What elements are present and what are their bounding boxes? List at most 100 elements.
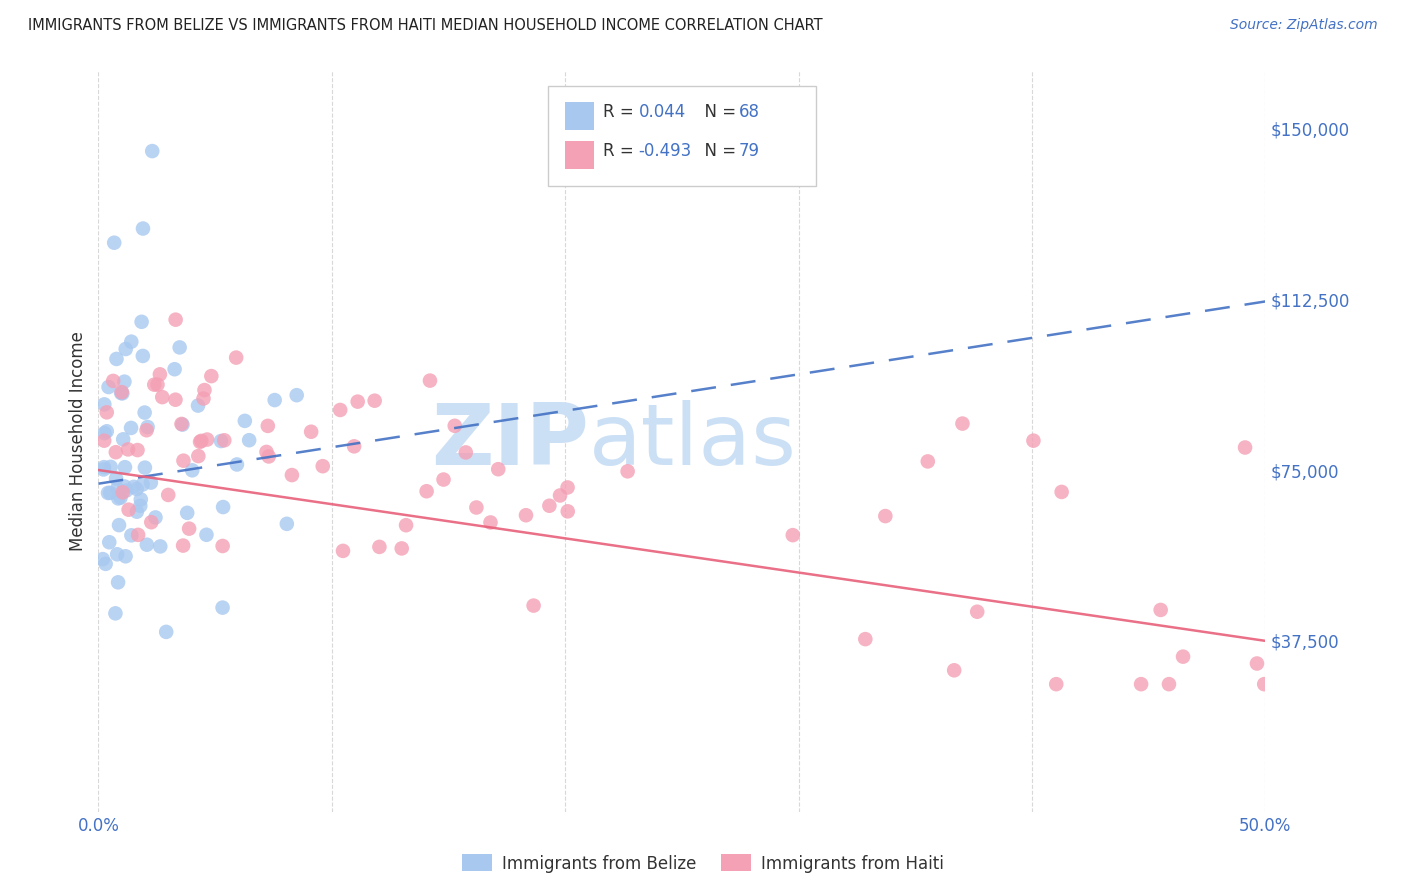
FancyBboxPatch shape [565,102,595,130]
Point [875,509,897,524]
Point [1171,649,1194,664]
Point [1150,603,1173,617]
Point [285,388,308,402]
Point [523,599,546,613]
Point [149,368,172,382]
Point [125,505,148,519]
Point [454,445,477,459]
Point [120,421,142,435]
Point [170,417,193,431]
Point [432,473,454,487]
Point [122,480,145,494]
Point [209,434,232,448]
Point [346,394,368,409]
Point [93,426,115,441]
Point [98,486,121,500]
Point [98,535,121,549]
Point [443,418,465,433]
Point [263,393,285,408]
Point [479,516,502,530]
Point [91,552,114,566]
Point [104,607,127,621]
Point [132,349,155,363]
Point [187,449,209,463]
Point [105,547,128,561]
Point [557,480,579,494]
Point [212,500,235,514]
Point [96,425,118,439]
Point [112,479,135,493]
Point [395,518,418,533]
Point [103,235,125,250]
Point [181,463,204,477]
Text: atlas: atlas [589,400,797,483]
Point [257,450,280,464]
Point [214,434,236,448]
Point [1050,484,1073,499]
Point [179,522,201,536]
FancyBboxPatch shape [548,87,815,186]
Point [966,605,988,619]
Text: IMMIGRANTS FROM BELIZE VS IMMIGRANTS FROM HAITI MEDIAN HOUSEHOLD INCOME CORRELAT: IMMIGRANTS FROM BELIZE VS IMMIGRANTS FRO… [28,18,823,33]
Point [256,418,278,433]
Point [548,488,571,502]
Point [112,375,135,389]
Point [538,499,561,513]
Legend: Immigrants from Belize, Immigrants from Haiti: Immigrants from Belize, Immigrants from … [456,847,950,880]
Point [127,528,149,542]
Point [233,414,256,428]
Point [141,144,163,158]
Point [132,221,155,235]
Point [112,433,135,447]
Point [131,315,153,329]
Text: 79: 79 [740,143,761,161]
Point [515,508,537,523]
Point [332,544,354,558]
Point [329,403,352,417]
Point [172,453,194,467]
Point [187,399,209,413]
Point [115,483,138,498]
Point [155,624,177,639]
Point [120,528,142,542]
Point [129,492,152,507]
Point [1130,677,1153,691]
Text: -0.493: -0.493 [638,143,692,161]
Point [114,460,136,475]
Text: N =: N = [693,143,741,161]
Text: R =: R = [603,103,638,121]
Point [256,445,278,459]
Point [415,484,437,499]
Point [616,464,638,478]
Point [110,386,132,401]
Point [782,528,804,542]
Point [136,420,159,434]
Point [943,663,966,677]
Point [211,600,233,615]
Point [135,538,157,552]
Point [557,504,579,518]
Point [1045,677,1067,691]
Point [193,392,215,406]
Point [105,351,128,366]
Point [135,423,157,437]
Point [853,632,876,646]
Point [96,405,118,419]
Point [127,443,149,458]
Text: Source: ZipAtlas.com: Source: ZipAtlas.com [1230,18,1378,32]
Point [139,475,162,490]
Point [94,557,117,571]
Point [111,386,134,401]
Point [117,442,139,457]
Point [107,491,129,506]
Point [97,486,120,500]
Point [343,439,366,453]
Point [391,541,413,556]
Point [363,393,385,408]
Point [129,499,152,513]
Point [1234,441,1257,455]
Point [172,539,194,553]
Text: 68: 68 [740,103,761,121]
Point [157,488,180,502]
Point [1253,677,1275,691]
